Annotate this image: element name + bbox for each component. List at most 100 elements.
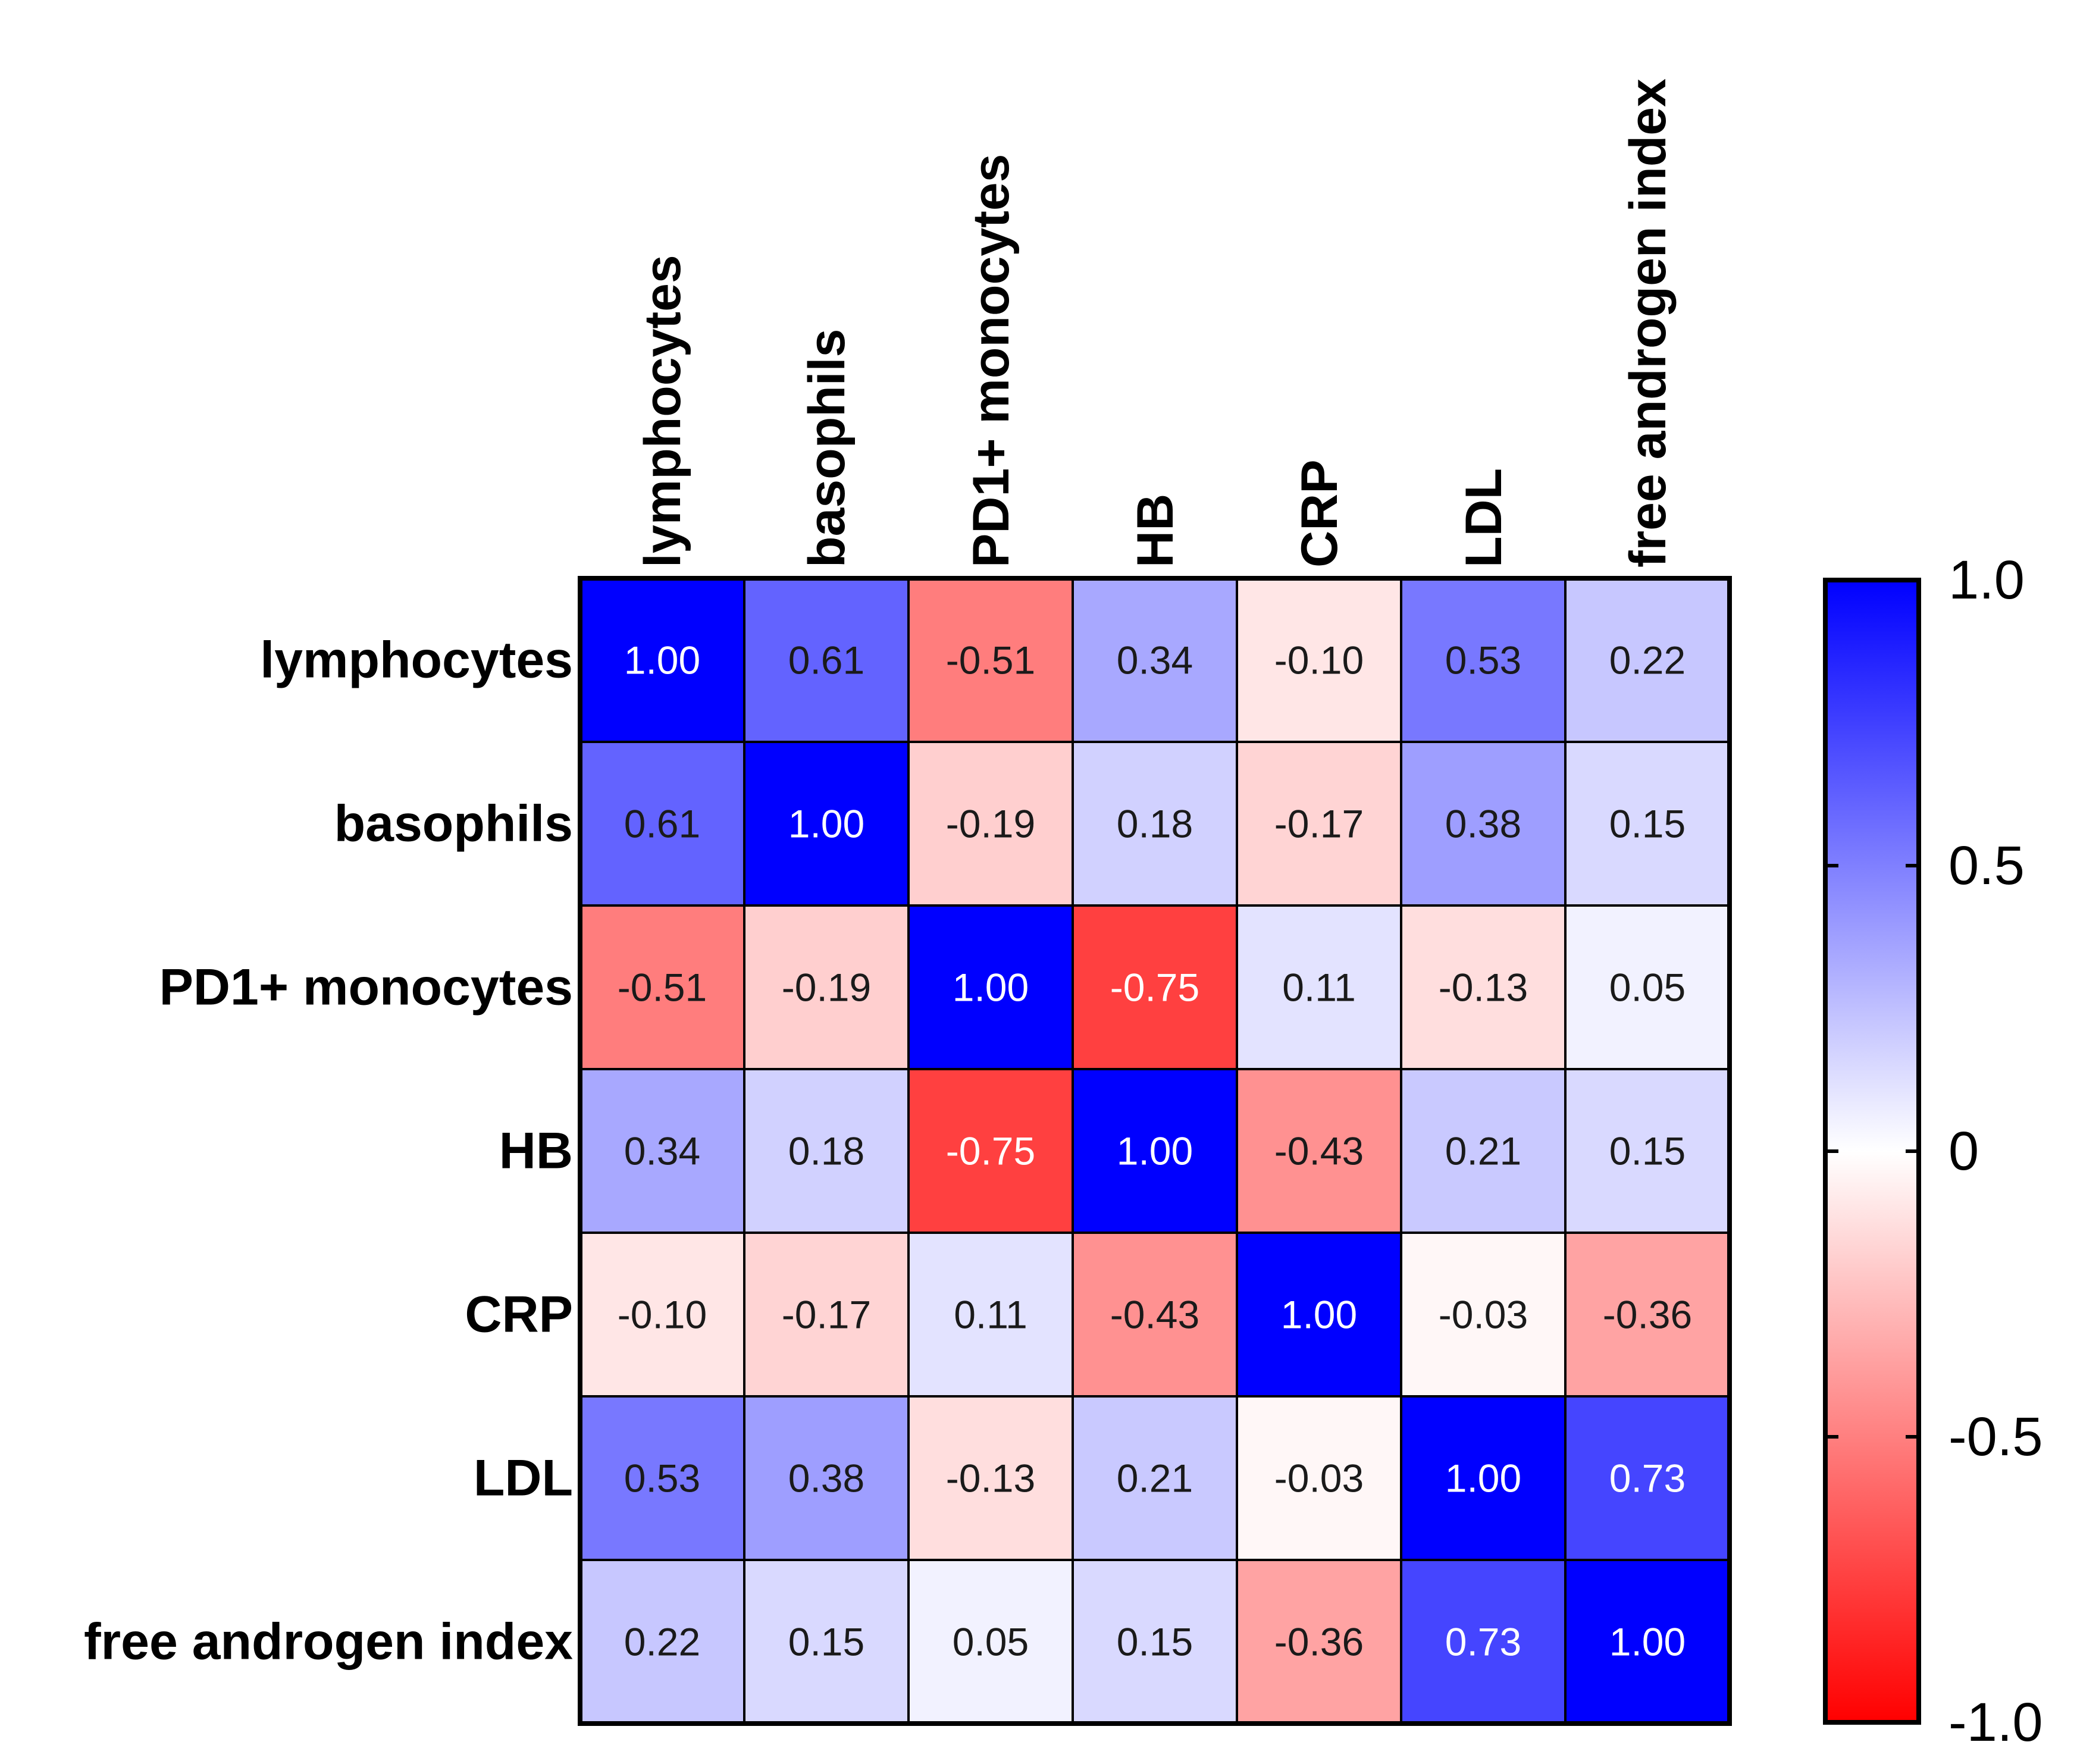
cell-value-label: 0.15 <box>1609 802 1686 846</box>
cell-value-label: 0.34 <box>1117 638 1193 682</box>
cell-value-label: 0.18 <box>788 1129 864 1173</box>
row-label-pd1-monocytes: PD1+ monocytes <box>159 959 573 1016</box>
cell-value-label: 0.15 <box>1609 1129 1686 1173</box>
cell-value-label: 0.61 <box>788 638 864 682</box>
heatmap-cell-pd1-monocytes-pd1-monocytes <box>907 904 1074 1070</box>
heatmap-cell-free-androgen-index-lymphocytes <box>579 1559 745 1725</box>
heatmap-cell-free-androgen-index-pd1-monocytes <box>907 1559 1074 1725</box>
row-label-lymphocytes: lymphocytes <box>260 632 573 689</box>
column-label-ldl: LDL <box>1455 468 1512 568</box>
row-label-hb: HB <box>499 1123 573 1180</box>
heatmap-cell-hb-hb <box>1072 1068 1238 1234</box>
cell-value-label: 1.00 <box>624 638 700 682</box>
cell-value-label: 0.53 <box>1445 638 1521 682</box>
cell-value-label: 1.00 <box>1281 1293 1357 1337</box>
row-label-ldl: LDL <box>474 1450 573 1507</box>
heatmap-cell-ldl-basophils <box>743 1395 910 1561</box>
cell-value-label: -0.19 <box>946 802 1035 846</box>
heatmap-cell-pd1-monocytes-free-androgen-index <box>1564 904 1731 1070</box>
row-labels: lymphocytes basophils PD1+ monocytes HB CRP L… <box>84 632 573 1671</box>
heatmap-cell-pd1-monocytes-ldl <box>1400 904 1567 1070</box>
cell-value-label: 0.38 <box>788 1456 864 1500</box>
colorbar-tick-label: -1.0 <box>1948 1692 2043 1753</box>
heatmap-cell-hb-lymphocytes <box>579 1068 745 1234</box>
cell-value-label: -0.10 <box>1274 638 1364 682</box>
cell-value-label: -0.19 <box>782 966 871 1010</box>
heatmap-cell-pd1-monocytes-crp <box>1236 904 1402 1070</box>
heatmap-cell-pd1-monocytes-hb <box>1072 904 1238 1070</box>
cell-value-label: 0.21 <box>1117 1456 1193 1500</box>
cell-value-label: -0.75 <box>946 1129 1035 1173</box>
cell-value-label: 1.00 <box>953 966 1029 1010</box>
column-label-lymphocytes: lymphocytes <box>634 255 691 568</box>
heatmap-cell-ldl-crp <box>1236 1395 1402 1561</box>
cell-value-label: -0.51 <box>618 966 707 1010</box>
heatmap-cell-crp-pd1-monocytes <box>907 1232 1074 1398</box>
heatmap-cell-lymphocytes-hb <box>1072 577 1238 743</box>
cell-value-label: 0.21 <box>1445 1129 1521 1173</box>
heatmap-cell-free-androgen-index-ldl <box>1400 1559 1567 1725</box>
cell-value-label: 0.15 <box>1117 1620 1193 1664</box>
cell-value-label: 0.15 <box>788 1620 864 1664</box>
heatmap-cell-crp-lymphocytes <box>579 1232 745 1398</box>
column-label-pd1-monocytes: PD1+ monocytes <box>963 154 1020 568</box>
column-label-crp: CRP <box>1291 459 1348 568</box>
heatmap-cell-ldl-free-androgen-index <box>1564 1395 1731 1561</box>
cell-value-label: 0.34 <box>624 1129 700 1173</box>
heatmap-cell-free-androgen-index-free-androgen-index <box>1564 1559 1731 1725</box>
cell-value-label: 0.22 <box>1609 638 1686 682</box>
cell-value-label: 0.05 <box>953 1620 1029 1664</box>
cell-value-label: -0.03 <box>1439 1293 1528 1337</box>
heatmap-cell-free-androgen-index-crp <box>1236 1559 1402 1725</box>
cell-value-label: -0.17 <box>782 1293 871 1337</box>
column-label-hb: HB <box>1127 494 1184 568</box>
row-label-free-androgen-index: free androgen index <box>84 1613 573 1671</box>
cell-value-label: 1.00 <box>788 802 864 846</box>
colorbar-tick-label: 0 <box>1948 1121 1979 1182</box>
cell-value-label: -0.17 <box>1274 802 1364 846</box>
heatmap-cell-lymphocytes-ldl <box>1400 577 1567 743</box>
cell-value-label: -0.75 <box>1110 966 1199 1010</box>
cell-value-label: 1.00 <box>1609 1620 1686 1664</box>
heatmap-cell-hb-basophils <box>743 1068 910 1234</box>
heatmap-cell-lymphocytes-basophils <box>743 577 910 743</box>
colorbar-gradient <box>1823 578 1921 1725</box>
cell-value-label: 0.73 <box>1445 1620 1521 1664</box>
heatmap-cell-free-androgen-index-hb <box>1072 1559 1238 1725</box>
cell-value-label: 1.00 <box>1117 1129 1193 1173</box>
cell-value-label: 0.11 <box>954 1293 1027 1337</box>
heatmap-cell-ldl-lymphocytes <box>579 1395 745 1561</box>
heatmap-cell-basophils-crp <box>1236 741 1402 907</box>
heatmap-cell-pd1-monocytes-basophils <box>743 904 910 1070</box>
heatmap-border <box>578 576 1732 1726</box>
cell-value-label: -0.43 <box>1274 1129 1364 1173</box>
heatmap-cell-ldl-pd1-monocytes <box>907 1395 1074 1561</box>
heatmap-cell-hb-ldl <box>1400 1068 1567 1234</box>
cell-value-label: 1.00 <box>1445 1456 1521 1500</box>
cell-value-label: -0.36 <box>1274 1620 1364 1664</box>
cell-value-label: -0.51 <box>946 638 1035 682</box>
cell-value-label: -0.13 <box>946 1456 1035 1500</box>
heatmap-cell-ldl-hb <box>1072 1395 1238 1561</box>
cell-value-label: 0.22 <box>624 1620 700 1664</box>
cell-value-label: 0.11 <box>1282 966 1356 1010</box>
column-label-basophils: basophils <box>798 329 856 568</box>
cell-value-label: 0.53 <box>624 1456 700 1500</box>
cell-value-label: 0.38 <box>1445 802 1521 846</box>
cell-value-label: -0.36 <box>1603 1293 1692 1337</box>
cell-value-label: 0.05 <box>1609 966 1686 1010</box>
heatmap-cell-basophils-pd1-monocytes <box>907 741 1074 907</box>
cell-value-label: 0.18 <box>1117 802 1193 846</box>
cell-value-label: -0.10 <box>618 1293 707 1337</box>
colorbar-ticks: 1.0 0.5 0 -0.5 -1.0 <box>1825 550 2043 1753</box>
cell-value-label: -0.43 <box>1110 1293 1199 1337</box>
cell-value-label: 0.61 <box>624 802 700 846</box>
colorbar-tick-label: 0.5 <box>1948 835 2025 896</box>
heatmap-cells: 1.00 0.61 -0.51 0.34 -0.10 0.53 0.22 0.61 1.00 -0… <box>579 577 1731 1725</box>
column-label-free-androgen-index: free androgen index <box>1619 79 1677 568</box>
cell-value-label: -0.03 <box>1274 1456 1364 1500</box>
heatmap-cell-hb-free-androgen-index <box>1564 1068 1731 1234</box>
cell-value-label: 0.73 <box>1609 1456 1686 1500</box>
column-labels: lymphocytes basophils PD1+ monocytes HB CRP L… <box>634 79 1677 568</box>
